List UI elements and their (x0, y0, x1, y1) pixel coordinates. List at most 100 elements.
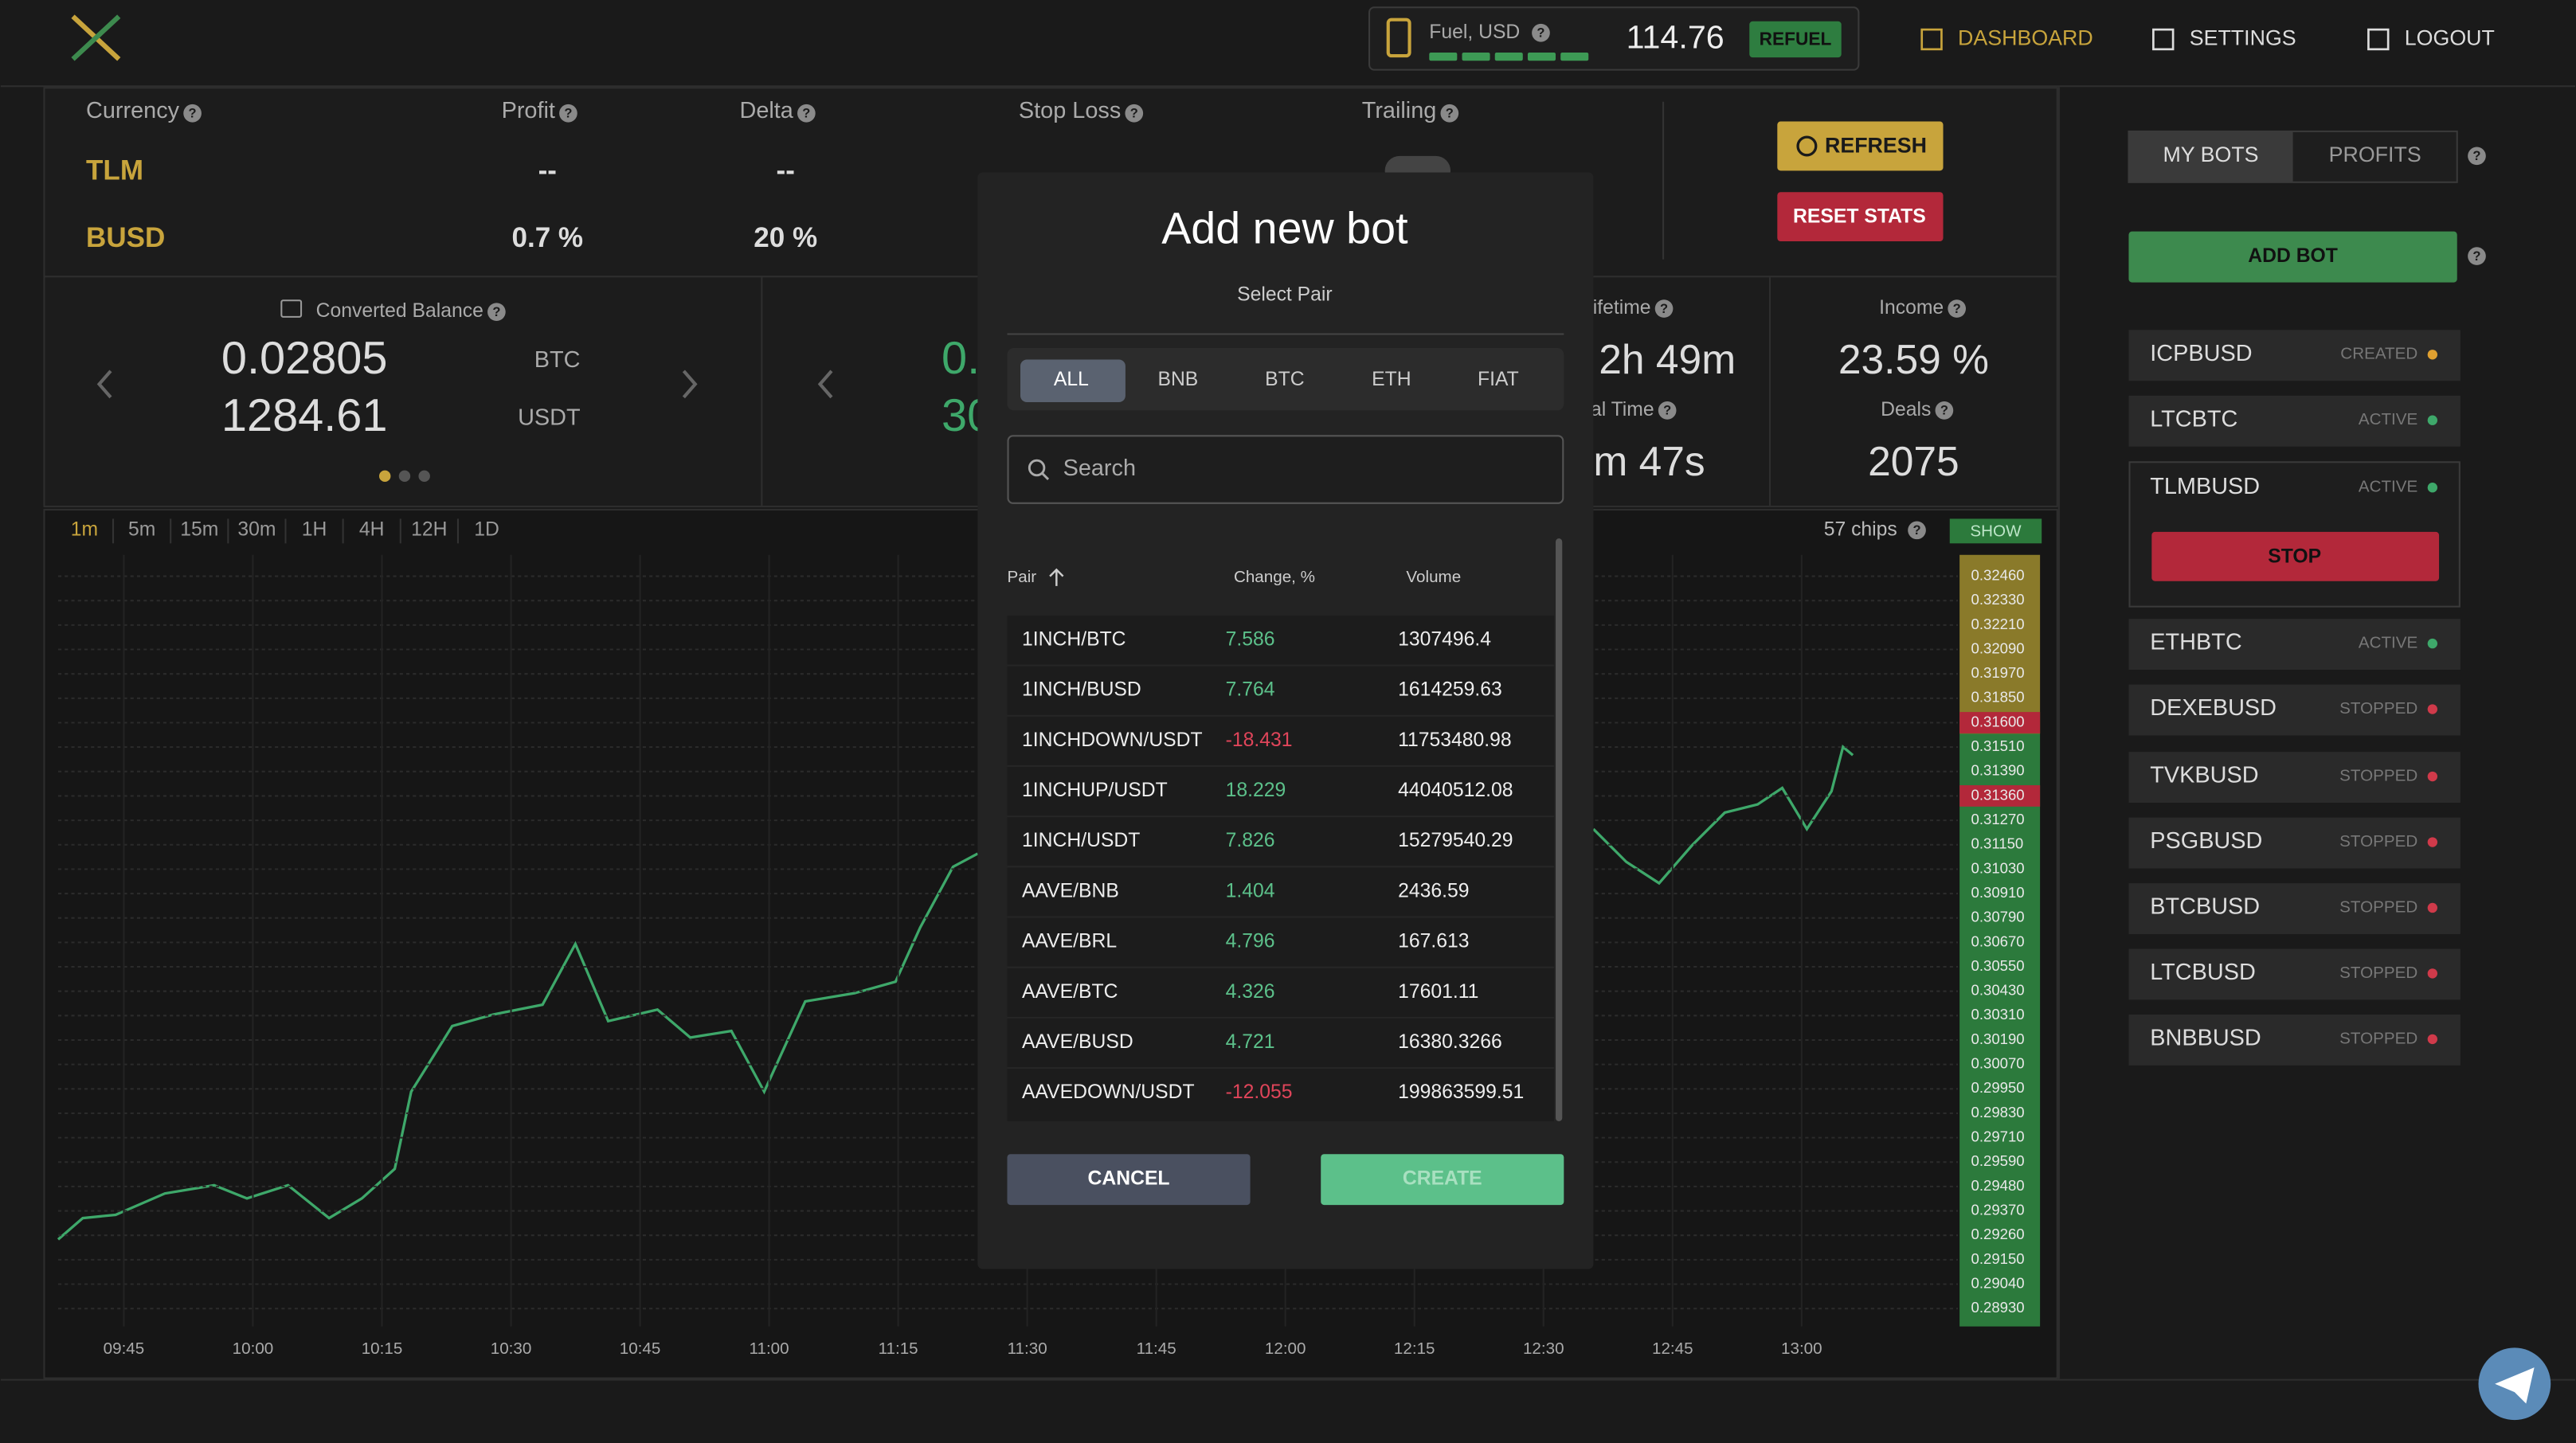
sort-icon[interactable] (1049, 568, 1064, 586)
bot-name: ICPBUSD (2150, 341, 2252, 366)
stats-column-label: Delta (739, 98, 793, 123)
timeframe[interactable]: 5m (128, 518, 155, 540)
help-icon[interactable] (1125, 104, 1144, 123)
bot-name: LTCBTC (2150, 406, 2237, 432)
help-icon[interactable] (2468, 147, 2486, 166)
help-icon[interactable] (1948, 299, 1967, 318)
bot-item[interactable] (2128, 1014, 2461, 1066)
bot-item[interactable] (2128, 883, 2461, 934)
create-button[interactable] (1321, 1154, 1564, 1206)
pair-change: 7.586 (1226, 628, 1275, 650)
timeframe[interactable]: 4H (359, 518, 385, 540)
price-label: 0.29590 (1971, 1152, 2025, 1169)
price-label: 0.30670 (1971, 933, 2025, 949)
help-icon-text: ? (1912, 523, 1920, 538)
pair-name[interactable]: AAVE/BUSD (1022, 1031, 1133, 1053)
pair-tab[interactable]: BNB (1157, 369, 1198, 390)
show-button[interactable] (1949, 518, 2042, 544)
fuel-level (1560, 52, 1589, 61)
status-dot (2427, 483, 2438, 493)
pair-name[interactable]: 1INCH/BTC (1022, 628, 1126, 650)
price-label: 0.29260 (1971, 1226, 2025, 1242)
pair-name[interactable]: 1INCH/USDT (1022, 830, 1140, 851)
balance-unit: BTC (534, 347, 581, 373)
nav-item[interactable]: DASHBOARD (1958, 26, 2093, 50)
pair-tab[interactable]: FIAT (1478, 369, 1519, 390)
reset-button[interactable] (1777, 192, 1944, 242)
timeframe[interactable]: 1m (71, 518, 98, 540)
scrollbar[interactable] (1556, 538, 1563, 1121)
help-icon[interactable] (183, 104, 202, 123)
help-icon-text: ? (1953, 302, 1961, 316)
pair-name[interactable]: AAVE/BRL (1022, 931, 1117, 952)
modal-title: Add new bot (1161, 203, 1408, 252)
fuel-box (1368, 6, 1860, 71)
bot-item[interactable] (2128, 817, 2461, 869)
pair-name[interactable]: AAVE/BNB (1022, 880, 1119, 901)
sidebar-tab[interactable]: PROFITS (2329, 143, 2421, 166)
carousel-dot[interactable] (398, 470, 411, 483)
nav-item[interactable]: SETTINGS (2190, 26, 2296, 50)
bot-item[interactable] (2128, 330, 2461, 381)
time-label: 10:45 (620, 1339, 661, 1358)
pair-change: 18.229 (1226, 780, 1286, 801)
delta-value: 20 % (754, 222, 817, 253)
pair-tab[interactable]: ALL (1054, 369, 1089, 390)
stats-column-label: Stop Loss (1019, 98, 1121, 123)
help-icon[interactable] (487, 303, 506, 322)
time-label: 09:45 (104, 1339, 145, 1358)
refresh-button[interactable] (1777, 121, 1944, 171)
help-icon[interactable] (1935, 401, 1954, 420)
pair-volume: 16380.3266 (1398, 1031, 1502, 1053)
bot-item[interactable] (2128, 752, 2461, 804)
pair-name[interactable]: AAVE/BTC (1022, 981, 1118, 1003)
carousel-dot[interactable] (418, 470, 430, 483)
tab-selected[interactable] (1020, 359, 1126, 403)
sidebar-tab-selected[interactable] (2128, 131, 2293, 182)
timeframe[interactable]: 1D (474, 518, 499, 540)
timeframe[interactable]: 15m (180, 518, 218, 540)
help-icon[interactable] (559, 104, 577, 123)
price-scale-lower (1959, 733, 2041, 1327)
pair-name[interactable]: 1INCHDOWN/USDT (1022, 729, 1203, 751)
bot-item[interactable] (2128, 948, 2461, 1000)
cancel-button[interactable] (1007, 1154, 1251, 1206)
help-icon[interactable] (2468, 247, 2486, 265)
search-box[interactable] (1007, 435, 1564, 504)
bot-item[interactable] (2128, 619, 2461, 671)
nav-item[interactable]: LOGOUT (2405, 26, 2495, 50)
help-icon-text: ? (1537, 26, 1544, 41)
pair-tab[interactable]: ETH (1372, 369, 1411, 390)
bot-item[interactable] (2128, 684, 2461, 736)
help-icon[interactable] (1440, 104, 1459, 123)
refuel-button[interactable] (1749, 21, 1842, 58)
timeframe[interactable]: 1H (302, 518, 327, 540)
carousel-arrows[interactable] (96, 370, 833, 399)
help-icon-text: ? (802, 107, 810, 121)
modal-subtitle: Select Pair (1237, 284, 1333, 306)
help-icon[interactable] (1658, 401, 1677, 420)
pair-name[interactable]: AAVEDOWN/USDT (1022, 1081, 1195, 1103)
stop-button[interactable] (2151, 531, 2440, 581)
pair-tab[interactable]: BTC (1265, 369, 1304, 390)
timeframe[interactable]: 30m (237, 518, 276, 540)
pair-name[interactable]: 1INCHUP/USDT (1022, 780, 1168, 801)
help-icon[interactable] (1908, 521, 1926, 540)
sidebar-tab[interactable]: MY BOTS (2163, 143, 2259, 166)
timeframe[interactable]: 12H (411, 518, 447, 540)
help-icon[interactable] (1654, 299, 1674, 318)
carousel-dot[interactable] (378, 470, 391, 483)
balance-value: 0.02805 (221, 333, 388, 384)
delta-value: -- (777, 155, 795, 186)
add-bot-button[interactable] (2128, 231, 2457, 283)
bot-name: LTCBUSD (2150, 960, 2256, 985)
help-icon[interactable] (797, 104, 816, 123)
stop-label: STOP (2268, 546, 2321, 567)
bot-item[interactable] (2128, 395, 2461, 447)
price-label: 0.30190 (1971, 1030, 2025, 1047)
fuel-level (1429, 52, 1458, 61)
help-icon-text: ? (189, 107, 197, 121)
time-label: 11:15 (879, 1339, 918, 1358)
help-icon[interactable] (1532, 23, 1550, 42)
pair-name[interactable]: 1INCH/BUSD (1022, 679, 1141, 701)
